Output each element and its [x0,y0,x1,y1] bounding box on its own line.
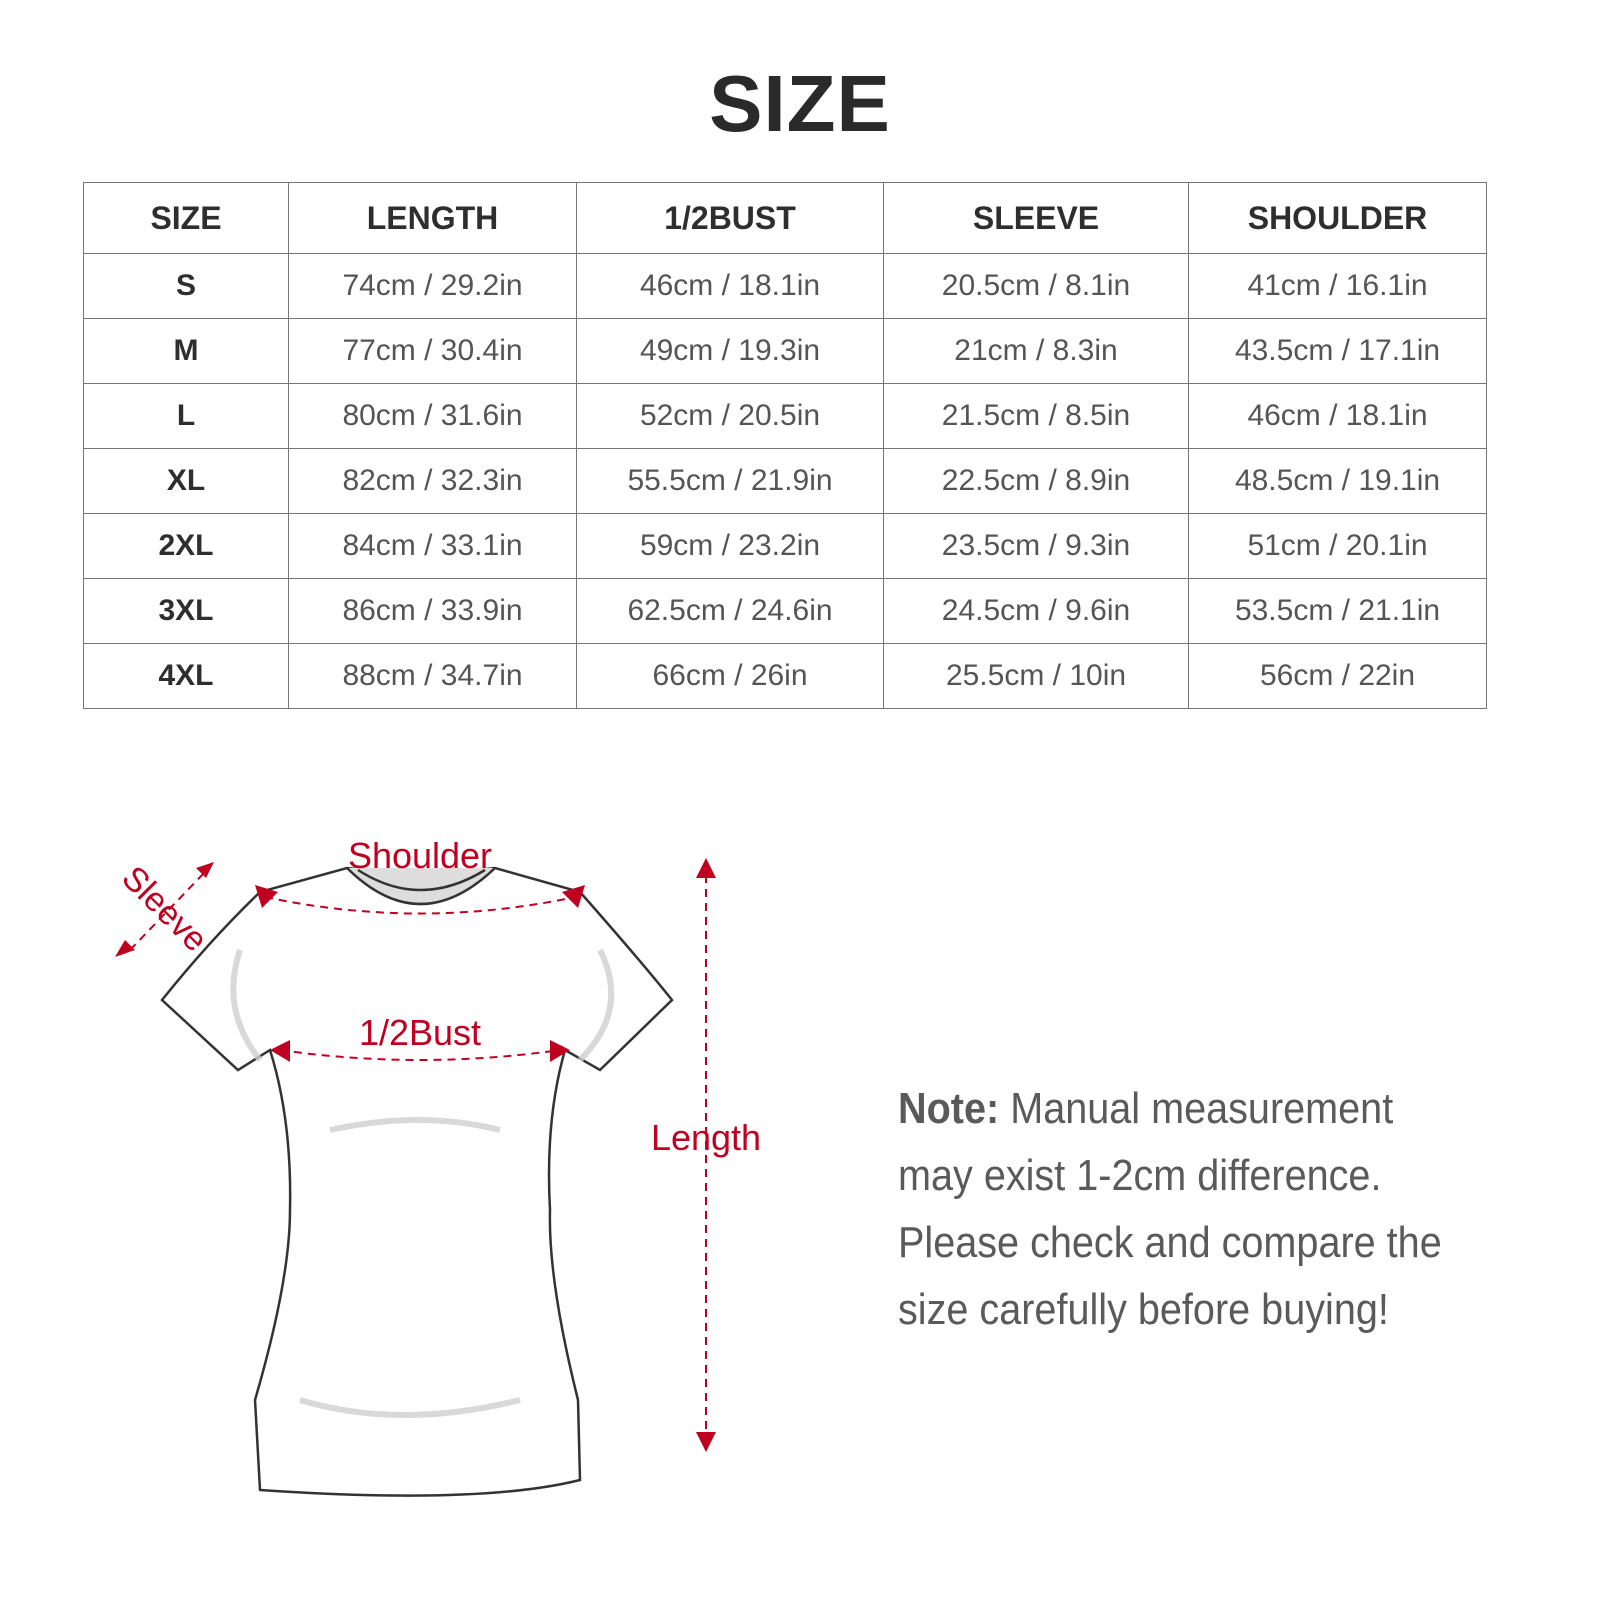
measure-cell: 51cm / 20.1in [1188,513,1487,579]
size-cell: 4XL [83,643,289,709]
label-length: Length [651,1117,761,1158]
measure-cell: 82cm / 32.3in [288,448,577,514]
page-title: SIZE [709,59,891,148]
measure-cell: 25.5cm / 10in [883,643,1189,709]
note-body: Manual measurement may exist 1-2cm diffe… [898,1084,1442,1334]
tshirt-outline [160,866,674,1497]
measure-cell: 49cm / 19.3in [576,318,884,384]
table-row: 4XL 88cm / 34.7in 66cm / 26in 25.5cm / 10in… [83,643,1487,709]
measure-cell: 55.5cm / 21.9in [576,448,884,514]
measure-cell: 56cm / 22in [1188,643,1487,709]
size-cell: 3XL [83,578,289,644]
measure-cell: 80cm / 31.6in [288,383,577,449]
note-text: Note: Manual measurement may exist 1-2cm… [898,1075,1474,1343]
measure-cell: 86cm / 33.9in [288,578,577,644]
measure-cell: 59cm / 23.2in [576,513,884,579]
measure-cell: 21.5cm / 8.5in [883,383,1189,449]
header-bust: 1/2BUST [576,182,884,254]
measure-cell: 62.5cm / 24.6in [576,578,884,644]
measure-cell: 24.5cm / 9.6in [883,578,1189,644]
size-table: SIZE LENGTH 1/2BUST SLEEVE SHOULDER S 74c… [83,182,1487,709]
note-label: Note: [898,1084,1000,1133]
measure-cell: 46cm / 18.1in [1188,383,1487,449]
measure-cell: 22.5cm / 8.9in [883,448,1189,514]
measure-cell: 53.5cm / 21.1in [1188,578,1487,644]
table-row: M 77cm / 30.4in 49cm / 19.3in 21cm / 8.3in 4… [83,318,1487,384]
measure-cell: 52cm / 20.5in [576,383,884,449]
label-sleeve: Sleeve [114,859,214,959]
size-cell: XL [83,448,289,514]
table-header-row: SIZE LENGTH 1/2BUST SLEEVE SHOULDER [83,182,1487,254]
header-length: LENGTH [288,182,577,254]
measure-cell: 43.5cm / 17.1in [1188,318,1487,384]
tshirt-diagram: Shoulder 1/2Bust Length Sleeve [114,840,761,1497]
measure-cell: 74cm / 29.2in [288,253,577,319]
header-size: SIZE [83,182,289,254]
size-cell: 2XL [83,513,289,579]
table-row: 3XL 86cm / 33.9in 62.5cm / 24.6in 24.5cm / … [83,578,1487,644]
measure-cell: 41cm / 16.1in [1188,253,1487,319]
size-cell: M [83,318,289,384]
label-shoulder: Shoulder [348,840,492,876]
arrow-icons [115,858,716,1452]
header-shoulder: SHOULDER [1188,182,1487,254]
label-bust: 1/2Bust [359,1012,481,1053]
size-cell: S [83,253,289,319]
measure-cell: 23.5cm / 9.3in [883,513,1189,579]
measure-cell: 84cm / 33.1in [288,513,577,579]
shading [230,948,615,1418]
table-row: 2XL 84cm / 33.1in 59cm / 23.2in 23.5cm / 9.… [83,513,1487,579]
table-row: XL 82cm / 32.3in 55.5cm / 21.9in 22.5cm / 8… [83,448,1487,514]
measure-lines [129,871,707,1435]
header-sleeve: SLEEVE [883,182,1189,254]
measure-cell: 66cm / 26in [576,643,884,709]
measure-cell: 48.5cm / 19.1in [1188,448,1487,514]
table-row: L 80cm / 31.6in 52cm / 20.5in 21.5cm / 8.5i… [83,383,1487,449]
measure-cell: 20.5cm / 8.1in [883,253,1189,319]
measure-cell: 88cm / 34.7in [288,643,577,709]
table-row: S 74cm / 29.2in 46cm / 18.1in 20.5cm / 8.1i… [83,253,1487,319]
size-cell: L [83,383,289,449]
measure-cell: 21cm / 8.3in [883,318,1189,384]
measure-cell: 46cm / 18.1in [576,253,884,319]
measure-cell: 77cm / 30.4in [288,318,577,384]
